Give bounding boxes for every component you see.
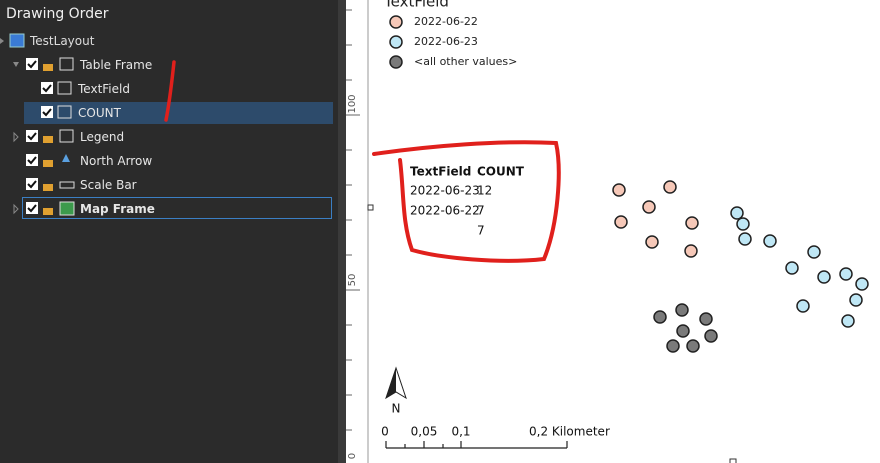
tree-item[interactable]: North Arrow — [80, 154, 153, 168]
map-points — [612, 180, 699, 258]
table-cell: 12 — [477, 184, 492, 198]
tree-item[interactable]: Legend — [80, 130, 125, 144]
legend-item: 2022-06-22 — [414, 15, 478, 28]
map-layout: TextField 2022-06-22 2022-06-23 <all oth… — [381, 0, 869, 449]
tree-item[interactable]: Table Frame — [80, 58, 153, 72]
north-arrow-label: N — [392, 402, 401, 416]
map-points — [730, 206, 869, 328]
panel-title: Drawing Order — [6, 6, 109, 22]
scale-label: 0,2 Kilometer — [529, 425, 610, 439]
table-cell: 7 — [477, 224, 485, 238]
ruler-label: 100 — [347, 94, 358, 113]
tree-icons — [0, 33, 75, 216]
tree-item[interactable]: Scale Bar — [80, 178, 137, 192]
drawing-order-panel: Drawing Order TestLayout Table Frame Tex… — [0, 0, 338, 463]
ruler-label: 0 — [347, 453, 358, 459]
ruler-label: 50 — [347, 274, 358, 287]
map-points — [653, 303, 718, 353]
scale-label: 0 — [381, 425, 389, 439]
tree-item[interactable]: Map Frame — [80, 202, 155, 216]
table-cell: 7 — [477, 204, 485, 218]
tree-item[interactable]: COUNT — [78, 106, 121, 120]
table-cell: 2022-06-23 — [410, 184, 480, 198]
legend-item: <all other values> — [414, 55, 517, 68]
selection — [24, 102, 333, 124]
selection — [22, 197, 332, 219]
table-header: COUNT — [477, 165, 525, 179]
scale-label: 0,1 — [451, 425, 470, 439]
table-header: TextField — [410, 165, 471, 179]
layout-view: 100 50 0 — [338, 0, 737, 463]
scale-label: 0,05 — [411, 425, 438, 439]
tree-item[interactable]: TextField — [78, 82, 130, 96]
legend-title: TextField — [383, 0, 449, 11]
legend-item: 2022-06-23 — [414, 35, 478, 48]
table-cell: 2022-06-22 — [410, 204, 480, 218]
tree-item[interactable]: TestLayout — [30, 34, 95, 48]
